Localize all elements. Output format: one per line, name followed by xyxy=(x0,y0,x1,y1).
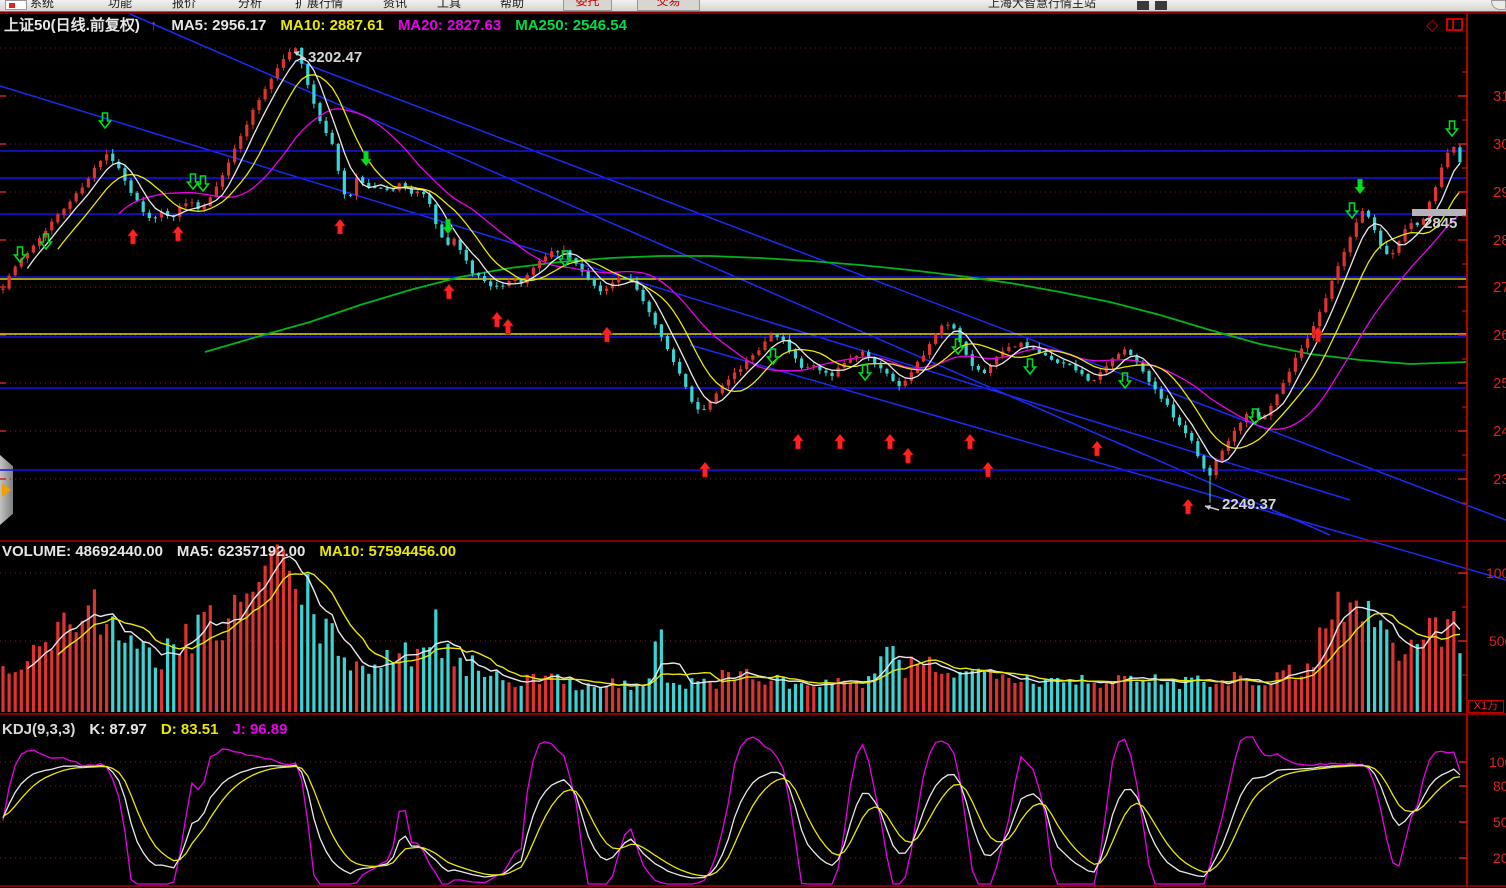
window-corner-button[interactable] xyxy=(1491,0,1506,10)
buy-signal-arrow xyxy=(1090,440,1104,457)
axis-label: 20 xyxy=(1493,850,1506,866)
menu-item-5[interactable]: 资讯 xyxy=(383,0,408,10)
kdj-name: KDJ(9,3,3) xyxy=(2,721,76,738)
volume-value: VOLUME: 48692440.00 xyxy=(2,543,163,560)
station-status-text: 上海大智慧行情主站 xyxy=(988,0,1097,10)
sell-signal-arrow-hollow xyxy=(1022,358,1038,376)
volume-header: VOLUME: 48692440.00 MA5: 62357192.00 MA10:… xyxy=(2,543,470,560)
buy-signal-arrow xyxy=(171,225,185,242)
sidebar-expand-tab[interactable] xyxy=(0,455,13,525)
sell-signal-arrow-hollow xyxy=(1117,372,1133,390)
kdj-header: KDJ(9,3,3) K: 87.97 D: 83.51 J: 96.89 xyxy=(2,721,302,738)
main-chart-header: 上证50(日线.前复权) ↑ MA5: 2956.17 MA10: 2887.61 MA… xyxy=(4,14,641,35)
menu-red-button-0[interactable]: 委托 xyxy=(563,0,612,11)
ma5-value: MA5: 2956.17 xyxy=(171,17,267,34)
ma250-value: MA250: 2546.54 xyxy=(515,17,627,34)
axis-label: 2400 xyxy=(1493,423,1506,440)
expand-arrow-icon xyxy=(2,483,11,497)
axis-label: 100 xyxy=(1489,754,1506,770)
sell-signal-arrow xyxy=(1353,178,1367,195)
menu-item-0[interactable]: 系统 xyxy=(30,0,55,10)
axis-label: 3000 xyxy=(1493,136,1506,153)
diamond-icon[interactable]: ◇ xyxy=(1426,17,1439,34)
sell-signal-arrow-hollow xyxy=(1344,202,1360,220)
up-arrow-icon: ↑ xyxy=(149,17,158,34)
buy-signal-arrow xyxy=(698,461,712,478)
sell-signal-arrow-hollow xyxy=(950,338,966,356)
ma10-value: MA10: 2887.61 xyxy=(280,17,384,34)
volume-ma10-value: MA10: 57594456.00 xyxy=(319,543,457,560)
menu-item-3[interactable]: 分析 xyxy=(238,0,263,10)
axis-label: 5000 xyxy=(1489,633,1506,649)
split-window-icon[interactable] xyxy=(1446,18,1463,31)
app-icon[interactable] xyxy=(5,0,27,10)
buy-signal-arrow xyxy=(791,433,805,450)
kdj-j-value: J: 96.89 xyxy=(232,721,288,738)
buy-signal-arrow xyxy=(600,326,614,343)
sell-signal-arrow-hollow xyxy=(1444,120,1460,138)
kdj-d-value: D: 83.51 xyxy=(160,721,219,738)
sell-signal-arrow-hollow xyxy=(1247,408,1263,426)
axis-label: 50 xyxy=(1493,814,1506,830)
menu-red-button-1[interactable]: 交易 xyxy=(637,0,700,11)
buy-signal-arrow xyxy=(490,311,504,328)
sell-signal-arrow-hollow xyxy=(185,173,201,191)
buy-signal-arrow xyxy=(333,218,347,235)
peak-price-label: 3202.47 xyxy=(308,49,363,66)
axis-label: 2700 xyxy=(1493,279,1506,296)
ma20-value: MA20: 2827.63 xyxy=(397,17,502,34)
sell-signal-arrow-hollow xyxy=(12,246,28,264)
axis-label: 2900 xyxy=(1493,184,1506,201)
axis-label: 10000 xyxy=(1486,565,1506,581)
toolbar-icon[interactable] xyxy=(1137,1,1149,10)
sell-signal-arrow-hollow xyxy=(557,250,573,268)
buy-signal-arrow xyxy=(833,433,847,450)
trough-price-label: 2249.37 xyxy=(1222,496,1277,513)
buy-signal-arrow xyxy=(963,433,977,450)
toolbar-icon[interactable] xyxy=(1155,1,1167,10)
menu-item-7[interactable]: 帮助 xyxy=(500,0,525,10)
sell-signal-arrow-hollow xyxy=(857,364,873,382)
menu-item-6[interactable]: 工具 xyxy=(437,0,462,10)
buy-signal-arrow xyxy=(981,461,995,478)
menu-item-2[interactable]: 报价 xyxy=(172,0,197,10)
buy-signal-arrow xyxy=(126,228,140,245)
kdj-k-value: K: 87.97 xyxy=(89,721,147,738)
buy-signal-arrow xyxy=(442,283,456,300)
buy-signal-arrow xyxy=(901,447,915,464)
axis-label: 2300 xyxy=(1493,471,1506,488)
axis-label: 2500 xyxy=(1493,375,1506,392)
volume-ma5-value: MA5: 62357192.00 xyxy=(176,543,306,560)
axis-label: 80 xyxy=(1493,778,1506,794)
menu-item-4[interactable]: 扩展行情 xyxy=(295,0,344,10)
menu-bar: 系统 功能 报价 分析 扩展行情 资讯 工具 帮助 委托 交易 上海大智慧行情主站 xyxy=(0,0,1506,12)
symbol-title: 上证50(日线.前复权) xyxy=(4,17,140,34)
buy-signal-arrow xyxy=(1181,498,1195,515)
axis-label: 2800 xyxy=(1493,232,1506,249)
sell-signal-arrow xyxy=(441,218,455,235)
buy-signal-arrow xyxy=(883,433,897,450)
last-price-marker: 2845 xyxy=(1424,215,1458,232)
buy-signal-arrow xyxy=(501,318,515,335)
sell-signal-arrow-hollow xyxy=(97,112,113,130)
axis-label: 2600 xyxy=(1493,327,1506,344)
volume-unit-label: X1万 xyxy=(1468,700,1504,713)
sell-signal-arrow xyxy=(359,150,373,167)
sell-signal-arrow-hollow xyxy=(38,233,54,251)
sell-signal-arrow-hollow xyxy=(765,348,781,366)
buy-signal-arrow xyxy=(1311,326,1325,343)
sell-signal-arrow-hollow xyxy=(195,175,211,193)
menu-item-1[interactable]: 功能 xyxy=(108,0,133,10)
